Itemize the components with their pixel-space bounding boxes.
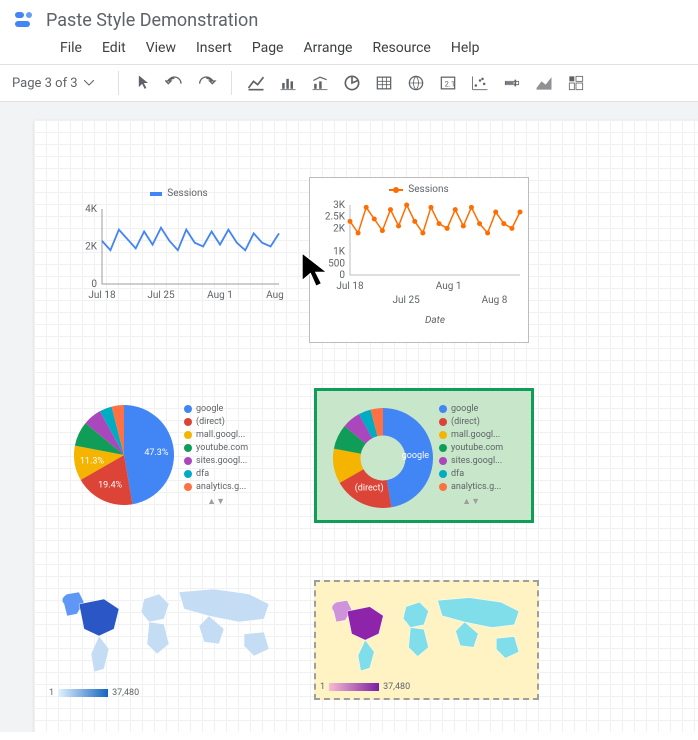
- pie-chart-2-plot: google (direct): [323, 398, 439, 514]
- mouse-cursor: [299, 250, 333, 296]
- svg-text:3K: 3K: [333, 200, 346, 211]
- select-tool-button[interactable]: [131, 71, 155, 95]
- scatter-chart-icon[interactable]: [468, 71, 492, 95]
- svg-text:Date: Date: [425, 315, 445, 326]
- svg-text:2.1: 2.1: [444, 79, 454, 88]
- scale-min: 1: [320, 682, 325, 692]
- menubar: File Edit View Insert Page Arrange Resou…: [12, 32, 686, 64]
- table-chart-icon[interactable]: [372, 71, 396, 95]
- svg-text:2K: 2K: [85, 242, 98, 253]
- menu-help[interactable]: Help: [451, 40, 480, 56]
- toolbar: Page 3 of 3 2.1: [0, 64, 698, 102]
- svg-text:47.3%: 47.3%: [144, 448, 169, 458]
- geo-map-2-plot: [320, 586, 537, 678]
- line-chart-icon[interactable]: [244, 71, 268, 95]
- svg-text:Jul 18: Jul 18: [336, 281, 364, 292]
- svg-text:1K: 1K: [333, 247, 346, 258]
- geo-map-1[interactable]: 1 37,480: [49, 574, 289, 704]
- menu-insert[interactable]: Insert: [196, 40, 232, 56]
- legend-label: Sessions: [408, 184, 448, 195]
- pie-chart-1[interactable]: 47.3% 19.4% 11.3% google(direct)mall.googl…: [64, 390, 284, 520]
- menu-arrange[interactable]: Arrange: [304, 40, 353, 56]
- line-chart-2[interactable]: Sessions 3K2.5K2K1K5000Jul 18Jul 25Aug 1…: [309, 177, 529, 343]
- scale-max: 37,480: [112, 688, 139, 698]
- redo-button[interactable]: [195, 71, 219, 95]
- app-logo: [12, 8, 36, 32]
- pie-chart-1-legend: google(direct)mall.googl...youtube.comsi…: [184, 404, 248, 507]
- geo-map-2[interactable]: 1 37,480: [314, 580, 539, 700]
- svg-text:19.4%: 19.4%: [98, 480, 123, 490]
- svg-text:Aug 1: Aug 1: [207, 290, 233, 301]
- menu-edit[interactable]: Edit: [102, 40, 126, 56]
- menu-file[interactable]: File: [60, 40, 82, 56]
- svg-text:2K: 2K: [333, 223, 346, 234]
- scale-min: 1: [49, 688, 54, 698]
- svg-text:0: 0: [339, 270, 345, 281]
- svg-text:Jul 18: Jul 18: [88, 290, 116, 301]
- line-chart-1-plot: 4K 2K 0Jul 18 Jul 25 Aug 1 Aug 8: [74, 199, 284, 314]
- combo-chart-icon[interactable]: [308, 71, 332, 95]
- svg-text:0: 0: [91, 279, 97, 290]
- map-scale: 1 37,480: [320, 682, 533, 692]
- menu-view[interactable]: View: [146, 40, 176, 56]
- geo-chart-icon[interactable]: [404, 71, 428, 95]
- map-scale: 1 37,480: [49, 688, 289, 698]
- svg-text:Aug 8: Aug 8: [482, 295, 508, 306]
- pie-chart-icon[interactable]: [340, 71, 364, 95]
- bullet-chart-icon[interactable]: [500, 71, 524, 95]
- chevron-down-icon: [84, 80, 94, 86]
- svg-text:Aug 1: Aug 1: [436, 281, 462, 292]
- pivot-table-icon[interactable]: [564, 71, 588, 95]
- svg-text:2.5K: 2.5K: [325, 212, 346, 223]
- bar-chart-icon[interactable]: [276, 71, 300, 95]
- pie-chart-2-legend: google(direct)mall.googl...youtube.comsi…: [439, 404, 503, 507]
- menu-page[interactable]: Page: [252, 40, 284, 56]
- page-selector-label: Page 3 of 3: [12, 76, 78, 91]
- undo-button[interactable]: [163, 71, 187, 95]
- pie-chart-1-plot: 47.3% 19.4% 11.3%: [64, 395, 184, 515]
- svg-text:11.3%: 11.3%: [80, 456, 105, 466]
- line-chart-2-plot: 3K2.5K2K1K5000Jul 18Jul 25Aug 1Aug 8Date: [310, 195, 530, 335]
- geo-map-1-plot: [49, 574, 289, 684]
- scorecard-icon[interactable]: 2.1: [436, 71, 460, 95]
- area-chart-icon[interactable]: [532, 71, 556, 95]
- canvas[interactable]: Sessions 4K2K0Jul 18Jul 25Aug 1Aug 8 Ses…: [34, 120, 698, 732]
- svg-text:Jul 25: Jul 25: [393, 295, 421, 306]
- document-title[interactable]: Paste Style Demonstration: [46, 10, 258, 31]
- svg-text:Jul 25: Jul 25: [147, 290, 175, 301]
- line-chart-1[interactable]: Sessions 4K 2K 0Jul 18 Jul 25 Aug 1 Aug 8: [74, 188, 284, 318]
- scale-max: 37,480: [383, 682, 410, 692]
- svg-text:(direct): (direct): [355, 482, 384, 493]
- page-selector[interactable]: Page 3 of 3: [12, 76, 106, 91]
- pie-chart-2[interactable]: google (direct) google(direct)mall.googl.…: [314, 388, 534, 523]
- svg-text:4K: 4K: [85, 204, 98, 215]
- svg-text:Aug 8: Aug 8: [266, 290, 284, 301]
- legend-label: Sessions: [167, 188, 207, 199]
- svg-text:google: google: [402, 451, 430, 461]
- menu-resource[interactable]: Resource: [372, 40, 430, 56]
